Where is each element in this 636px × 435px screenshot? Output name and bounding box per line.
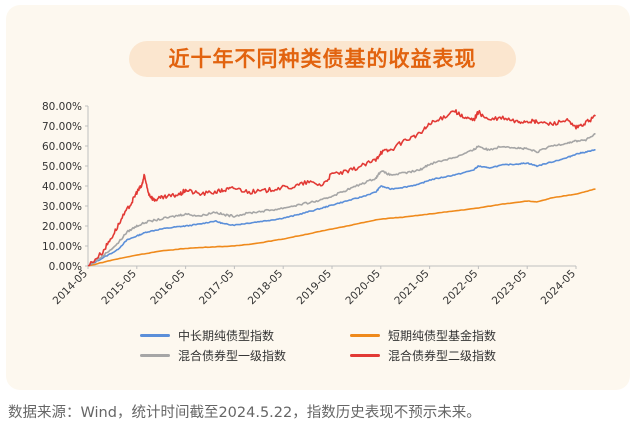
x-tick-label: 2021-05 — [392, 268, 432, 308]
x-tick-label: 2023-05 — [490, 268, 530, 308]
legend-item-1: 中长期纯债型指数 — [140, 326, 274, 344]
y-tick-label: 0.00% — [49, 261, 82, 273]
y-tick-label: 30.00% — [42, 201, 82, 213]
y-tick-label: 50.00% — [42, 161, 82, 173]
x-axis-ticks: 2014-05 2015-05 2016-05 2017-05 2018-05 2019-… — [51, 266, 579, 308]
chart-axes — [87, 106, 576, 267]
x-tick-label: 2019-05 — [295, 268, 335, 308]
chart-legend: 中长期纯债型指数 短期纯债型基金指数 混合债券型一级指数 混合债券型二级指数 — [140, 326, 560, 366]
x-tick-label: 2016-05 — [148, 268, 188, 308]
legend-swatch-1 — [140, 333, 170, 337]
source-note: 数据来源：Wind，统计时间截至2024.5.22，指数历史表现不预示未来。 — [8, 405, 481, 421]
y-tick-label: 60.00% — [42, 141, 82, 153]
series-line-1 — [87, 149, 596, 267]
y-axis-ticks: 0.00% 10.00% 20.00% 30.00% 40.00% 50.00% 60.00… — [42, 101, 88, 273]
legend-label-2: 短期纯债型基金指数 — [388, 328, 497, 343]
x-tick-label: 2022-05 — [441, 268, 481, 308]
legend-label-4: 混合债券型二级指数 — [388, 348, 497, 363]
legend-swatch-4 — [350, 353, 380, 357]
y-tick-label: 80.00% — [42, 101, 82, 113]
x-tick-label: 2017-05 — [197, 268, 237, 308]
y-tick-label: 70.00% — [42, 121, 82, 133]
title-background — [129, 41, 516, 77]
x-tick-label: 2015-05 — [99, 268, 139, 308]
legend-item-4: 混合债券型二级指数 — [350, 346, 496, 364]
x-tick-label: 2024-05 — [539, 268, 579, 308]
y-tick-label: 10.00% — [42, 241, 82, 253]
series-line-3 — [87, 133, 596, 267]
legend-swatch-2 — [350, 333, 380, 337]
y-tick-label: 40.00% — [42, 181, 82, 193]
series-line-4 — [87, 109, 596, 267]
chart-series — [87, 109, 596, 267]
legend-swatch-3 — [140, 353, 170, 357]
x-tick-label: 2018-05 — [246, 268, 286, 308]
x-tick-label: 2020-05 — [343, 268, 383, 308]
y-tick-label: 20.00% — [42, 221, 82, 233]
x-tick-label: 2014-05 — [51, 268, 91, 308]
legend-item-2: 短期纯债型基金指数 — [350, 326, 496, 344]
legend-item-3: 混合债券型一级指数 — [140, 346, 286, 364]
series-line-2 — [87, 188, 596, 267]
legend-label-3: 混合债券型一级指数 — [178, 348, 287, 363]
legend-label-1: 中长期纯债型指数 — [178, 328, 275, 343]
chart-title: 近十年不同种类债基的收益表现 — [168, 47, 477, 71]
